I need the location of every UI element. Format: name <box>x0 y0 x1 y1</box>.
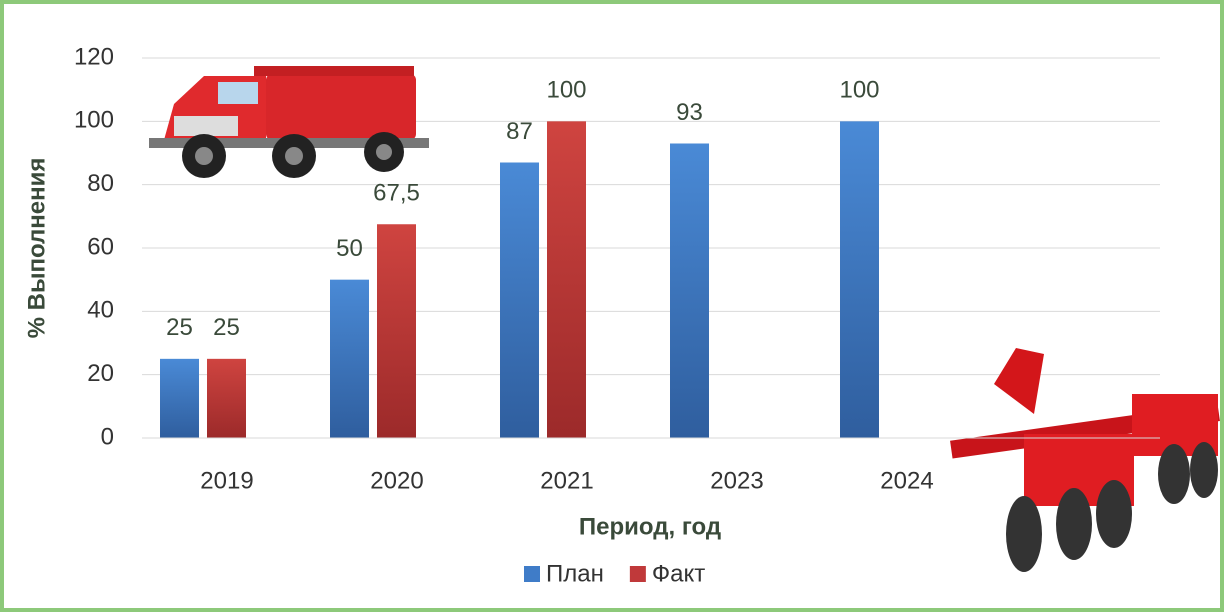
plough <box>950 348 1220 572</box>
bar <box>160 358 199 438</box>
bar <box>330 279 369 438</box>
data-label: 100 <box>839 77 879 104</box>
x-tick-label: 2019 <box>200 467 253 494</box>
data-label: 25 <box>166 314 193 341</box>
x-tick-label: 2020 <box>370 467 423 494</box>
y-tick-label: 20 <box>87 360 114 387</box>
legend-label: План <box>546 560 604 587</box>
y-tick-label: 80 <box>87 170 114 197</box>
y-tick-label: 0 <box>101 423 114 450</box>
bar <box>840 121 879 438</box>
bar <box>547 121 586 438</box>
chart: % Выполнения Период, год 0 20 40 60 80 100 120… <box>23 43 1220 587</box>
data-label: 25 <box>213 314 240 341</box>
data-label: 100 <box>546 77 586 104</box>
x-tick-label: 2023 <box>710 467 763 494</box>
bar <box>500 162 539 438</box>
x-tick-label: 2021 <box>540 467 593 494</box>
data-label: 67,5 <box>373 180 420 207</box>
y-tick-label: 40 <box>87 297 114 324</box>
legend-swatch <box>524 566 540 582</box>
y-tick-label: 100 <box>74 107 114 134</box>
bar <box>670 143 709 438</box>
y-tick-label: 60 <box>87 233 114 260</box>
y-axis-title: % Выполнения <box>23 158 50 339</box>
data-label: 50 <box>336 235 363 262</box>
y-tick-label: 120 <box>74 43 114 70</box>
x-axis-title: Период, год <box>579 513 721 540</box>
fire-truck <box>149 66 429 178</box>
bar <box>377 224 416 438</box>
data-label: 87 <box>506 118 533 145</box>
data-label: 93 <box>676 99 703 126</box>
legend-swatch <box>629 566 646 582</box>
bar <box>207 358 246 438</box>
legend-label: Факт <box>652 560 705 587</box>
x-tick-label: 2024 <box>880 467 933 494</box>
